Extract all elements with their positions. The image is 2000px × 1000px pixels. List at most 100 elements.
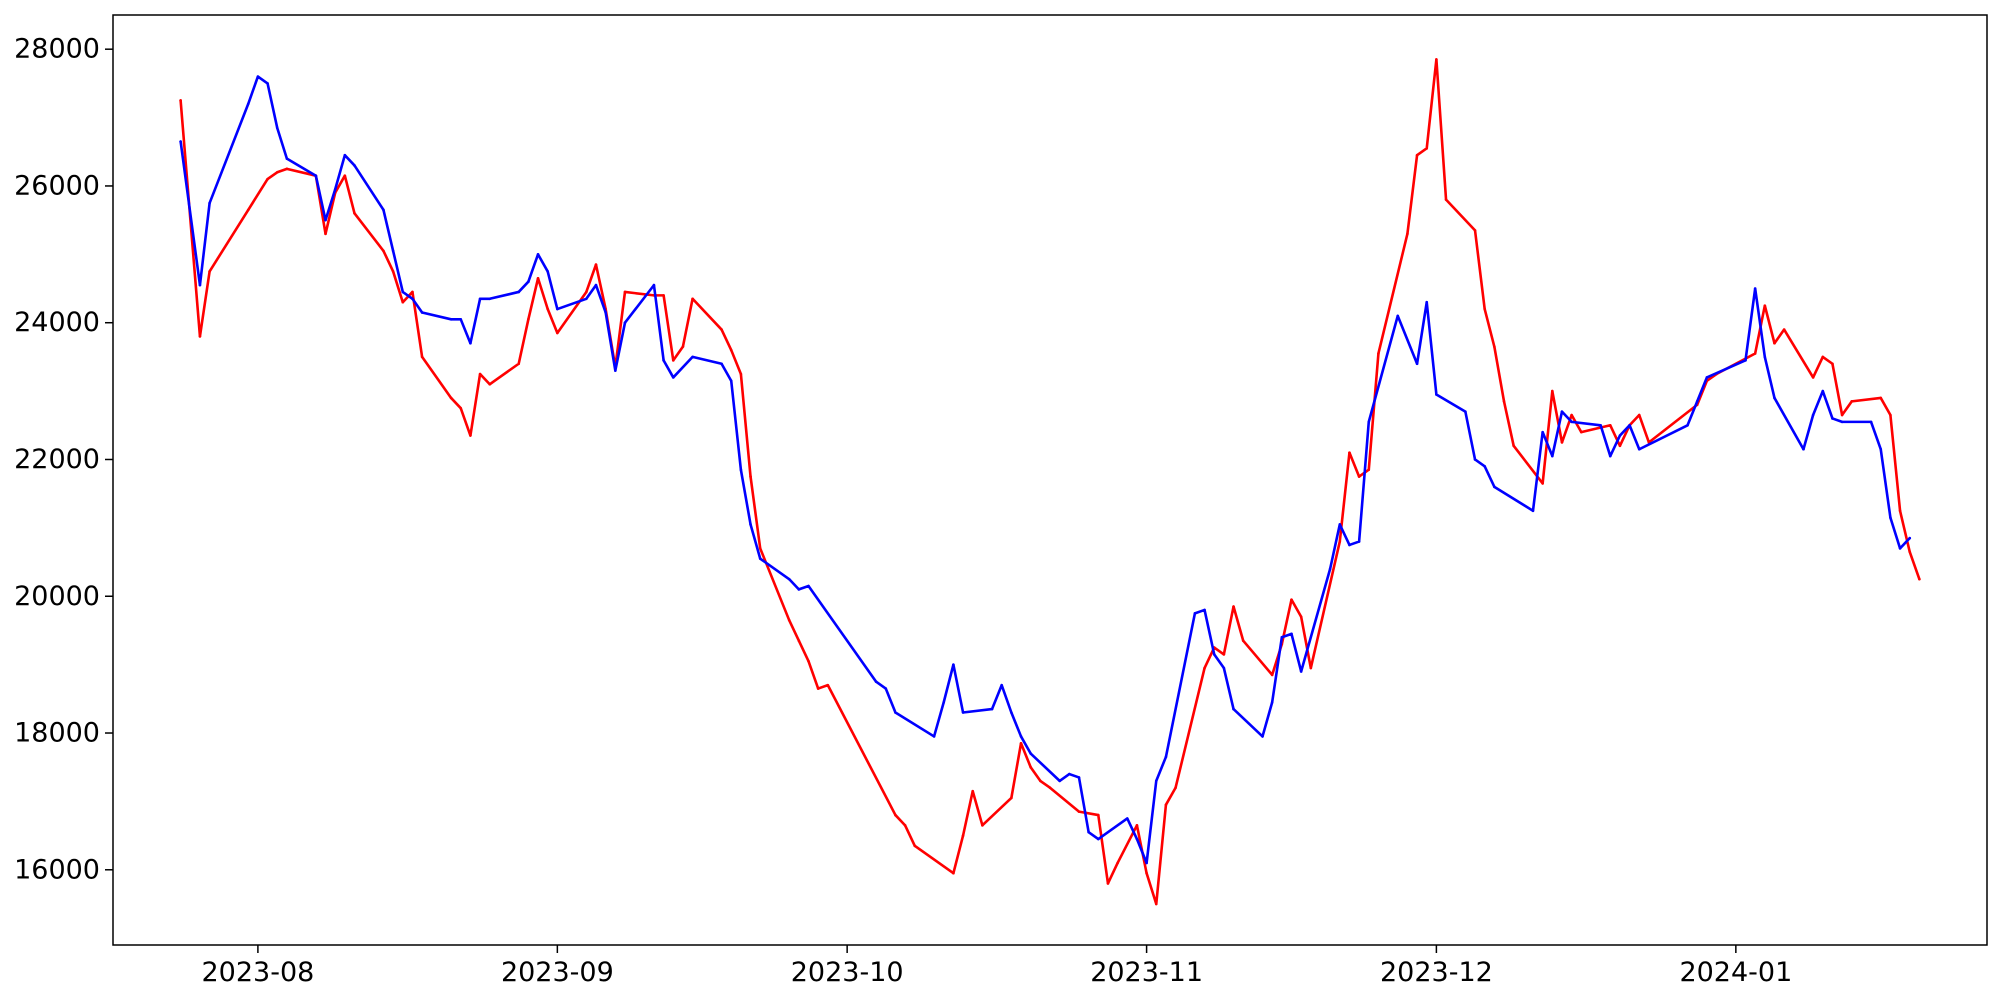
series-layer <box>179 58 1921 906</box>
data-point <box>1782 328 1786 331</box>
data-point <box>1154 902 1158 906</box>
data-point <box>816 687 820 690</box>
y-tick-label: 22000 <box>14 444 100 475</box>
data-point <box>1705 376 1709 379</box>
series-line <box>179 58 1921 906</box>
data-point <box>1493 485 1496 489</box>
data-point <box>1367 468 1371 472</box>
data-point <box>1396 314 1400 318</box>
data-point <box>671 359 675 362</box>
data-point <box>739 468 743 472</box>
data-point <box>256 75 260 78</box>
y-tick-label: 20000 <box>14 581 100 612</box>
data-point <box>884 687 888 690</box>
data-point <box>585 297 588 301</box>
data-point <box>1840 420 1844 424</box>
data-point <box>623 321 627 325</box>
data-point <box>797 639 801 642</box>
data-point <box>1628 423 1631 427</box>
data-point <box>333 188 337 191</box>
data-point <box>1435 393 1438 396</box>
data-point <box>1473 229 1477 232</box>
data-point <box>614 369 617 372</box>
data-point <box>1415 153 1419 157</box>
data-point <box>411 290 414 294</box>
data-point <box>488 297 492 301</box>
data-point <box>1763 355 1767 359</box>
data-point <box>1753 287 1757 290</box>
data-point <box>1493 345 1496 348</box>
data-point <box>826 683 830 687</box>
data-point <box>556 307 559 311</box>
data-point <box>652 283 656 287</box>
data-point <box>266 177 269 181</box>
data-point <box>971 789 975 793</box>
data-point <box>275 126 279 130</box>
data-point <box>1367 420 1371 424</box>
data-point <box>1299 615 1303 619</box>
data-point <box>1164 803 1168 807</box>
data-point <box>1435 58 1438 61</box>
data-point <box>1579 430 1583 434</box>
data-point <box>1058 779 1061 783</box>
data-point <box>797 588 801 591</box>
data-point <box>1019 741 1023 745</box>
data-point <box>1444 198 1448 201</box>
data-point <box>179 140 182 143</box>
data-point <box>1908 550 1912 554</box>
data-point <box>691 355 694 359</box>
data-point <box>1821 355 1825 359</box>
series-2 <box>179 75 1912 865</box>
data-point <box>787 577 791 581</box>
data-point <box>1811 376 1815 379</box>
data-point <box>1029 765 1032 769</box>
data-point <box>382 249 385 253</box>
data-point <box>787 618 791 622</box>
y-tick-label: 24000 <box>14 307 100 338</box>
data-point <box>1106 882 1110 885</box>
data-point <box>758 547 762 550</box>
data-point <box>903 824 907 827</box>
y-tick-label: 16000 <box>14 854 100 885</box>
data-point <box>1570 420 1573 424</box>
data-point <box>807 584 810 588</box>
data-point <box>1560 410 1564 413</box>
data-point <box>314 174 318 177</box>
x-tick-label: 2023-12 <box>1380 957 1493 988</box>
data-point <box>952 871 955 875</box>
data-point <box>1145 871 1148 875</box>
data-point <box>1125 817 1129 820</box>
data-point <box>469 434 472 437</box>
x-tick-label: 2023-11 <box>1090 957 1203 988</box>
data-point <box>1908 536 1912 540</box>
data-point <box>1840 413 1844 417</box>
data-point <box>1541 430 1544 434</box>
data-point <box>469 341 472 345</box>
data-point <box>1290 632 1293 636</box>
data-point <box>208 201 211 205</box>
data-point <box>671 376 675 379</box>
y-tick-label: 28000 <box>14 34 100 65</box>
data-point <box>478 372 482 376</box>
data-point <box>1531 509 1535 513</box>
data-point <box>894 711 897 714</box>
data-point <box>1802 447 1805 451</box>
data-point <box>894 813 897 817</box>
data-point <box>1338 523 1342 526</box>
data-point <box>1174 786 1177 790</box>
data-point <box>459 406 463 410</box>
data-point <box>1763 304 1767 307</box>
data-point <box>1695 400 1699 403</box>
data-point <box>1570 413 1573 417</box>
data-point <box>1483 307 1486 311</box>
data-point <box>1744 359 1747 362</box>
y-tick-label: 26000 <box>14 170 100 201</box>
data-point <box>1473 458 1477 461</box>
data-point <box>1415 362 1419 366</box>
data-point <box>1039 779 1042 783</box>
data-point <box>449 318 453 321</box>
data-point <box>1290 598 1293 601</box>
data-point <box>324 218 327 222</box>
data-point <box>1608 454 1612 458</box>
